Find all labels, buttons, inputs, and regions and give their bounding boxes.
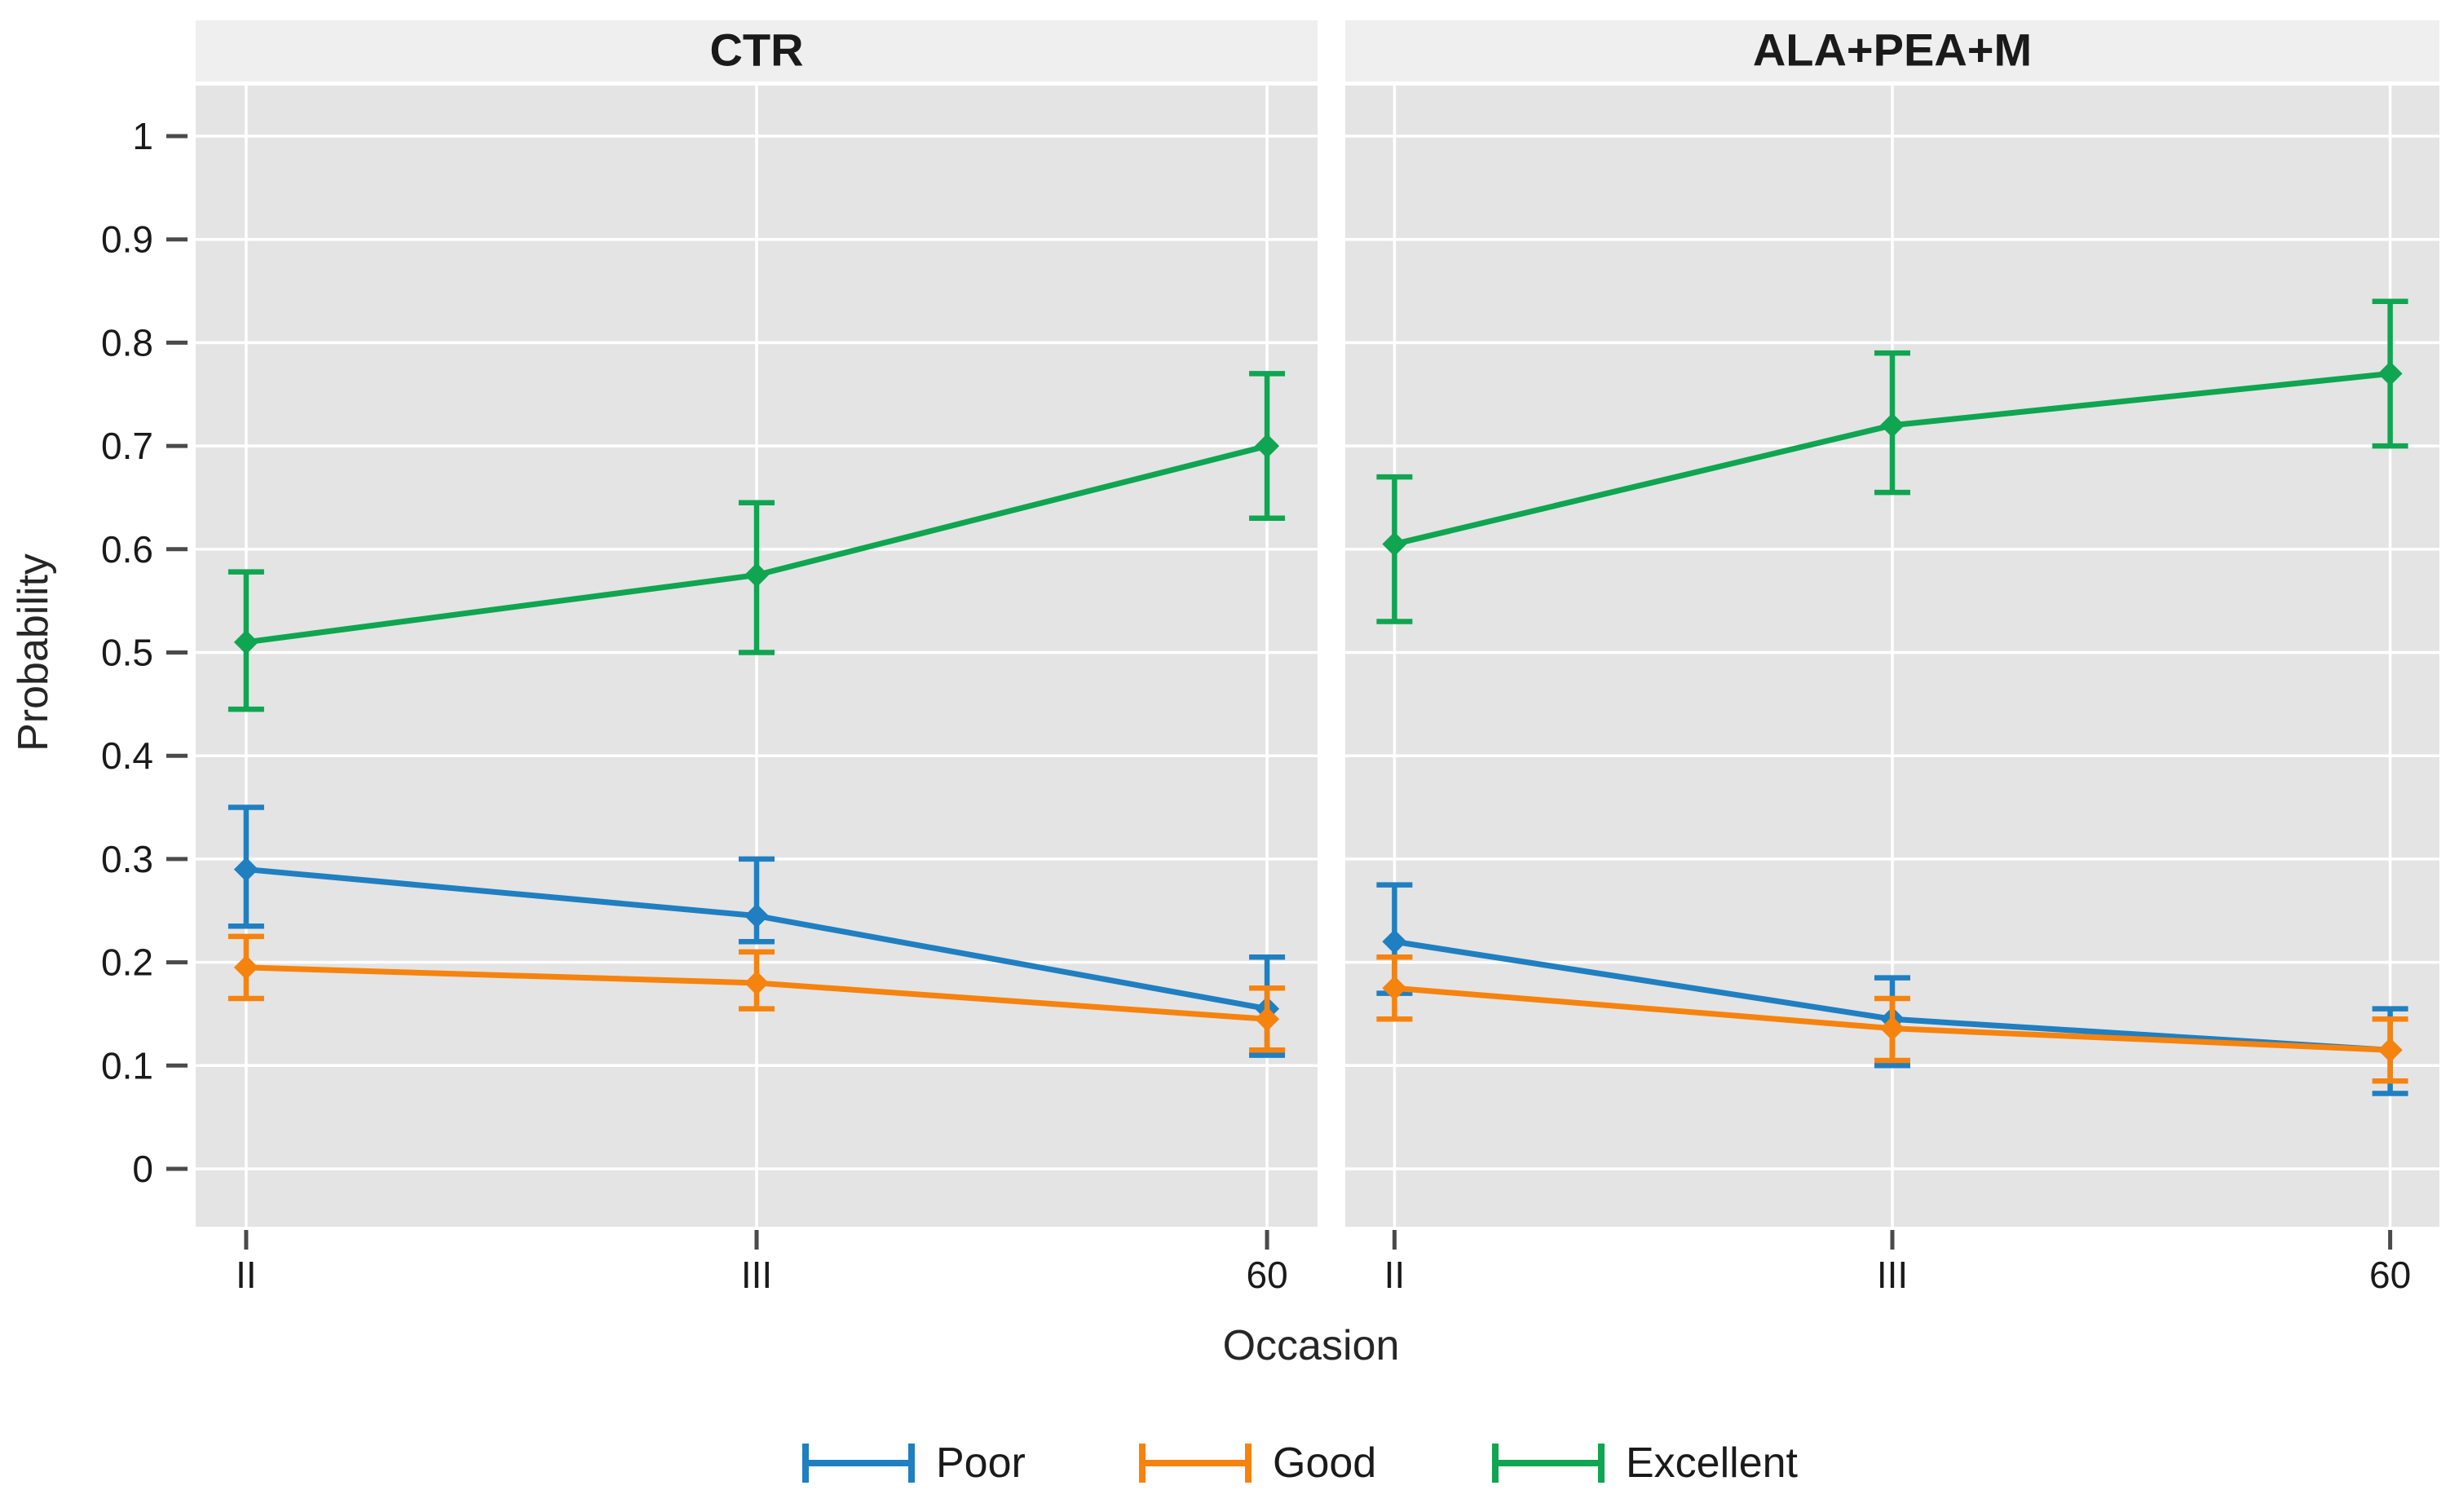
x-tick-label: III [1877, 1254, 1908, 1296]
x-tick-label: III [741, 1254, 772, 1296]
series-good [227, 933, 1286, 1053]
data-point-marker [744, 903, 769, 928]
data-point-marker [233, 857, 258, 882]
data-point-marker [1382, 531, 1407, 557]
data-point-marker [1880, 1016, 1905, 1041]
data-point-marker [1382, 976, 1407, 1001]
legend-label: Poor [936, 1439, 1026, 1487]
y-tick-label: 0.2 [101, 941, 153, 984]
y-tick-label: 0.5 [101, 632, 153, 674]
legend-entry-excellent: Excellent [1492, 1439, 1799, 1487]
x-axis-title: Occasion [1223, 1322, 1400, 1369]
data-point-marker [1255, 1007, 1280, 1032]
legend-entry-good: Good [1139, 1439, 1376, 1487]
x-tick-label: II [1384, 1254, 1406, 1296]
data-point-marker [233, 629, 258, 655]
y-tick-label: 0.9 [101, 218, 153, 261]
data-point-marker [2377, 1038, 2403, 1063]
y-tick-label: 0.3 [101, 838, 153, 880]
x-tick-label: II [236, 1254, 257, 1296]
legend-label: Good [1273, 1439, 1376, 1487]
legend-label: Excellent [1626, 1439, 1799, 1487]
data-point-marker [1255, 434, 1280, 459]
data-point-marker [233, 954, 258, 980]
y-tick-label: 0.8 [101, 321, 153, 364]
facet-title: CTR [709, 24, 803, 76]
facet-title: ALA+PEA+M [1753, 24, 2032, 76]
y-tick-label: 1 [132, 115, 153, 157]
data-point-marker [744, 562, 769, 588]
x-tick-label: 60 [1246, 1254, 1287, 1296]
y-axis-title: Probability [10, 553, 57, 752]
series-good [1376, 954, 2408, 1084]
data-point-marker [1880, 412, 1905, 438]
data-point-marker [1382, 929, 1407, 954]
facet-strip [1345, 20, 2439, 82]
y-tick-label: 0.4 [101, 734, 153, 777]
y-tick-label: 0.1 [101, 1044, 153, 1087]
y-tick-label: 0.6 [101, 528, 153, 571]
y-tick-label: 0 [132, 1148, 153, 1190]
y-tick-label: 0.7 [101, 425, 153, 467]
legend-entry-poor: Poor [802, 1439, 1026, 1487]
legend: Poor Good Excellent [802, 1439, 1799, 1487]
facet-strip [196, 20, 1318, 82]
facet-panel-ala-pea-m: ALA+PEA+MII III 60 [1345, 20, 2439, 1296]
series-excellent [1376, 298, 2408, 624]
data-point-marker [2377, 361, 2403, 386]
data-point-marker [744, 970, 769, 995]
x-tick-label: 60 [2369, 1254, 2411, 1296]
series-excellent [227, 371, 1286, 712]
